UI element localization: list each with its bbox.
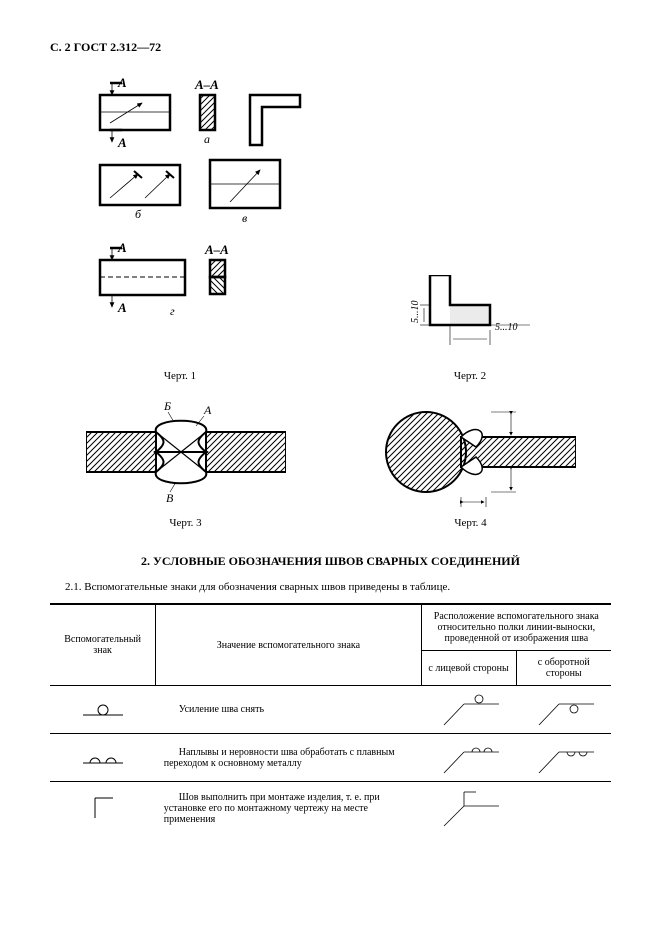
figure-1: А А А–А а xyxy=(50,75,310,382)
svg-text:г: г xyxy=(170,304,175,318)
th-face: с лицевой стороны xyxy=(421,651,516,686)
svg-text:а: а xyxy=(204,132,210,146)
svg-text:б: б xyxy=(135,207,142,221)
svg-text:А: А xyxy=(203,403,212,417)
figure-4: Черт. 4 xyxy=(366,402,576,529)
:sign-smooth-transition xyxy=(50,734,156,782)
svg-text:А: А xyxy=(117,300,127,315)
fig3-caption: Черт. 3 xyxy=(86,517,286,529)
table-row: Наплывы и неровности шва обработать с пл… xyxy=(50,734,611,782)
meaning: Шов выполнить при монтаже изделия, т. е.… xyxy=(156,782,421,835)
aux-signs-table: Вспомогательный знак Значение вспомогате… xyxy=(50,603,611,834)
fig1-caption: Черт. 1 xyxy=(50,370,310,382)
placement-face xyxy=(421,686,516,734)
placement-back xyxy=(516,686,611,734)
svg-text:А–А: А–А xyxy=(194,77,219,92)
svg-text:5...10: 5...10 xyxy=(410,301,421,324)
th-back: с оборотной стороны xyxy=(516,651,611,686)
svg-text:А–А: А–А xyxy=(204,242,229,257)
meaning: Усиление шва снять xyxy=(156,686,421,734)
placement-face xyxy=(421,734,516,782)
figures-mid: Б А В Черт. 3 xyxy=(50,402,611,529)
th-meaning: Значение вспомогательного знака xyxy=(156,604,421,686)
svg-text:В: В xyxy=(166,491,174,505)
placement-back xyxy=(516,734,611,782)
fig2-caption: Черт. 2 xyxy=(380,370,560,382)
sign-field-weld xyxy=(50,782,156,835)
meaning: Наплывы и неровности шва обработать с пл… xyxy=(156,734,421,782)
table-row: Шов выполнить при монтаже изделия, т. е.… xyxy=(50,782,611,835)
placement-back xyxy=(516,782,611,835)
svg-text:в: в xyxy=(242,211,247,225)
svg-text:Б: Б xyxy=(163,402,171,413)
svg-text:А: А xyxy=(117,135,127,150)
figure-2: 5...10 5...10 Черт. 2 xyxy=(380,275,560,382)
figures-top: А А А–А а xyxy=(50,75,611,382)
figure-3: Б А В Черт. 3 xyxy=(86,402,286,529)
paragraph-2-1: 2.1. Вспомогательные знаки для обозначен… xyxy=(50,581,611,593)
th-sign: Вспомогательный знак xyxy=(50,604,156,686)
th-placement: Расположение вспомогательного знака отно… xyxy=(421,604,611,651)
page-header: С. 2 ГОСТ 2.312—72 xyxy=(50,40,611,55)
fig4-caption: Черт. 4 xyxy=(366,517,576,529)
section-title: 2. УСЛОВНЫЕ ОБОЗНАЧЕНИЯ ШВОВ СВАРНЫХ СОЕ… xyxy=(50,554,611,569)
table-row: Усиление шва снять xyxy=(50,686,611,734)
sign-remove-reinforcement xyxy=(50,686,156,734)
svg-text:5...10: 5...10 xyxy=(495,322,518,333)
placement-face xyxy=(421,782,516,835)
